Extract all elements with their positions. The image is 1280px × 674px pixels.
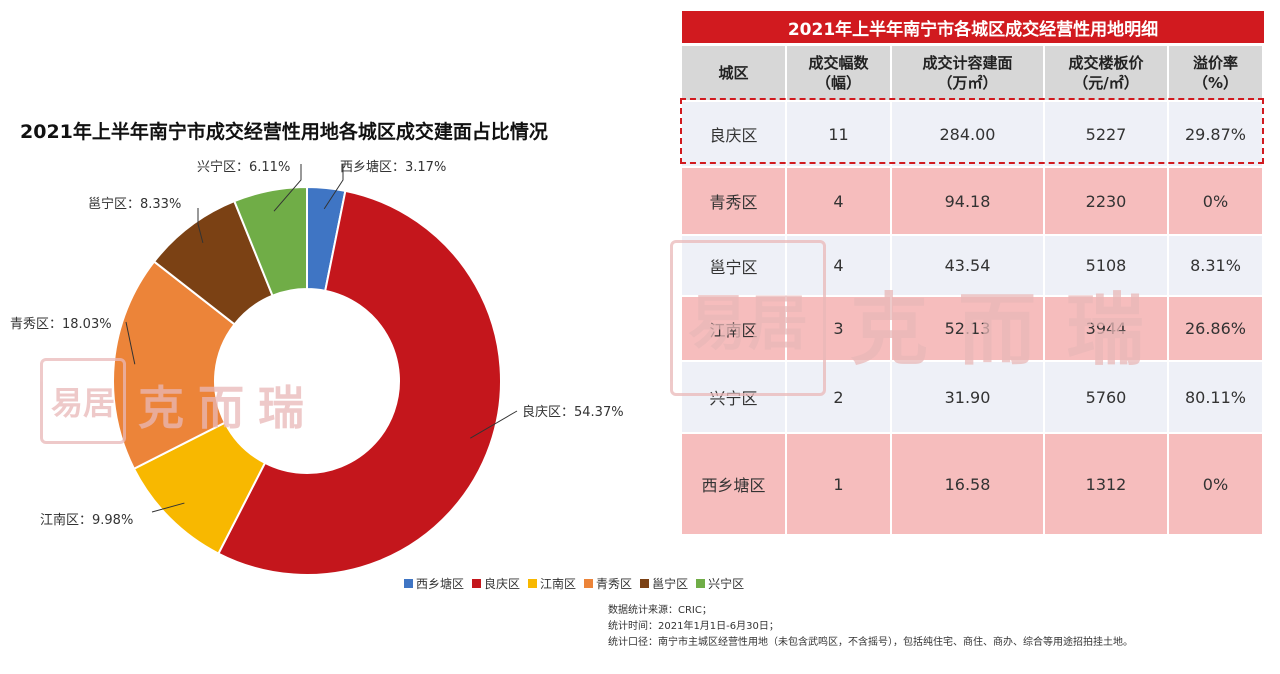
legend-swatch: [640, 579, 650, 588]
watermark-text: 克而瑞: [138, 381, 318, 435]
cell-district: 江南区: [682, 297, 787, 362]
legend-item: 青秀区: [584, 575, 632, 592]
watermark-text: 克而瑞: [850, 286, 1175, 376]
slice-label: 西乡塘区：3.17%: [340, 159, 446, 175]
slice-label: 江南区：9.98%: [40, 512, 133, 528]
cell-premium: 0%: [1169, 168, 1264, 236]
table-header-row: 城区 成交幅数 （幅） 成交计容建面 （万㎡） 成交楼板价 （元/㎡） 溢价率 （%）: [682, 46, 1264, 102]
legend-label: 兴宁区: [708, 577, 745, 591]
table-row: 良庆区 11 284.00 5227 29.87%: [682, 102, 1264, 168]
cell-area: 43.54: [892, 236, 1045, 297]
highlight-box: [680, 98, 1264, 164]
legend-label: 西乡塘区: [416, 577, 465, 591]
legend-item: 兴宁区: [696, 575, 744, 592]
watermark-logo: 易居: [670, 240, 826, 396]
source-line: 统计时间：2021年1月1日-6月30日；: [608, 621, 779, 632]
slice-label: 邕宁区：8.33%: [88, 196, 181, 212]
cell-price: 2230: [1045, 168, 1169, 236]
table-row: 兴宁区 2 31.90 5760 80.11%: [682, 362, 1264, 434]
cell-premium: 8.31%: [1169, 236, 1264, 297]
cell-district: 良庆区: [682, 102, 787, 168]
legend-swatch: [696, 579, 706, 588]
legend-item: 良庆区: [472, 575, 520, 592]
cell-area: 284.00: [892, 102, 1045, 168]
slice-label: 良庆区：54.37%: [522, 404, 624, 420]
cell-price: 3944: [1045, 297, 1169, 362]
legend-item: 西乡塘区: [404, 575, 464, 592]
cell-area: 52.13: [892, 297, 1045, 362]
cell-premium: 0%: [1169, 434, 1264, 536]
legend-swatch: [584, 579, 594, 588]
header-count: 成交幅数 （幅）: [787, 46, 892, 102]
watermark-logo: 易居: [40, 358, 126, 444]
leader-line: [470, 410, 518, 439]
leader-line: [197, 208, 204, 243]
leader-line: [151, 502, 185, 513]
slice-label: 青秀区：18.03%: [10, 317, 112, 332]
cell-count: 2: [787, 362, 892, 434]
cell-district: 西乡塘区: [682, 434, 787, 536]
cell-price: 5760: [1045, 362, 1169, 434]
table-row: 西乡塘区 1 16.58 1312 0%: [682, 434, 1264, 536]
cell-area: 94.18: [892, 168, 1045, 236]
cell-district: 青秀区: [682, 168, 787, 236]
cell-premium: 80.11%: [1169, 362, 1264, 434]
table-row: 邕宁区 4 43.54 5108 8.31%: [682, 236, 1264, 297]
leader-line: [125, 321, 136, 365]
leader-line: [323, 164, 344, 210]
cell-count: 3: [787, 297, 892, 362]
table-row: 青秀区 4 94.18 2230 0%: [682, 168, 1264, 236]
legend-swatch: [404, 579, 413, 588]
slice-1: [217, 189, 502, 576]
legend-label: 良庆区: [484, 577, 521, 591]
cell-price: 5108: [1045, 236, 1169, 297]
leader-line: [273, 164, 302, 212]
cell-price: 5227: [1045, 102, 1169, 168]
header-area: 成交计容建面 （万㎡）: [892, 46, 1045, 102]
header-district: 城区: [682, 46, 787, 102]
cell-area: 16.58: [892, 434, 1045, 536]
header-premium: 溢价率 （%）: [1169, 46, 1264, 102]
legend-swatch: [528, 579, 538, 588]
legend-label: 邕宁区: [652, 577, 689, 591]
cell-premium: 26.86%: [1169, 297, 1264, 362]
cell-count: 11: [787, 102, 892, 168]
data-source-note: 数据统计来源：CRIC； 统计时间：2021年1月1日-6月30日； 统计口径：…: [608, 603, 1133, 651]
legend-swatch: [472, 579, 482, 588]
slice-5: [233, 185, 308, 297]
table-row: 江南区 3 52.13 3944 26.86%: [682, 297, 1264, 362]
cell-count: 4: [787, 236, 892, 297]
cell-district: 兴宁区: [682, 362, 787, 434]
source-line: 统计口径：南宁市主城区经营性用地（未包含武鸣区，不含摇号），包括纯住宅、商住、商…: [608, 637, 1133, 648]
source-line: 数据统计来源：CRIC；: [608, 605, 712, 616]
cell-price: 1312: [1045, 434, 1169, 536]
cell-count: 1: [787, 434, 892, 536]
detail-table: 城区 成交幅数 （幅） 成交计容建面 （万㎡） 成交楼板价 （元/㎡） 溢价率 （%） …: [682, 46, 1264, 536]
header-floor-price: 成交楼板价 （元/㎡）: [1045, 46, 1169, 102]
table-title: 2021年上半年南宁市各城区成交经营性用地明细: [682, 11, 1264, 43]
donut-chart: 西乡塘区：3.17% 良庆区：54.37% 江南区：9.98% 青秀区：18.03% 邕…: [10, 159, 624, 576]
chart-legend: 西乡塘区 良庆区 江南区 青秀区 邕宁区 兴宁区: [404, 575, 744, 592]
slice-3: [112, 260, 236, 471]
legend-item: 邕宁区: [640, 575, 688, 592]
legend-label: 江南区: [540, 577, 577, 591]
cell-count: 4: [787, 168, 892, 236]
chart-title: 2021年上半年南宁市成交经营性用地各城区成交建面占比情况: [20, 121, 548, 143]
cell-area: 31.90: [892, 362, 1045, 434]
slice-label: 兴宁区：6.11%: [197, 159, 290, 175]
legend-label: 青秀区: [596, 577, 633, 591]
cell-district: 邕宁区: [682, 236, 787, 297]
cell-premium: 29.87%: [1169, 102, 1264, 168]
legend-item: 江南区: [528, 575, 576, 592]
